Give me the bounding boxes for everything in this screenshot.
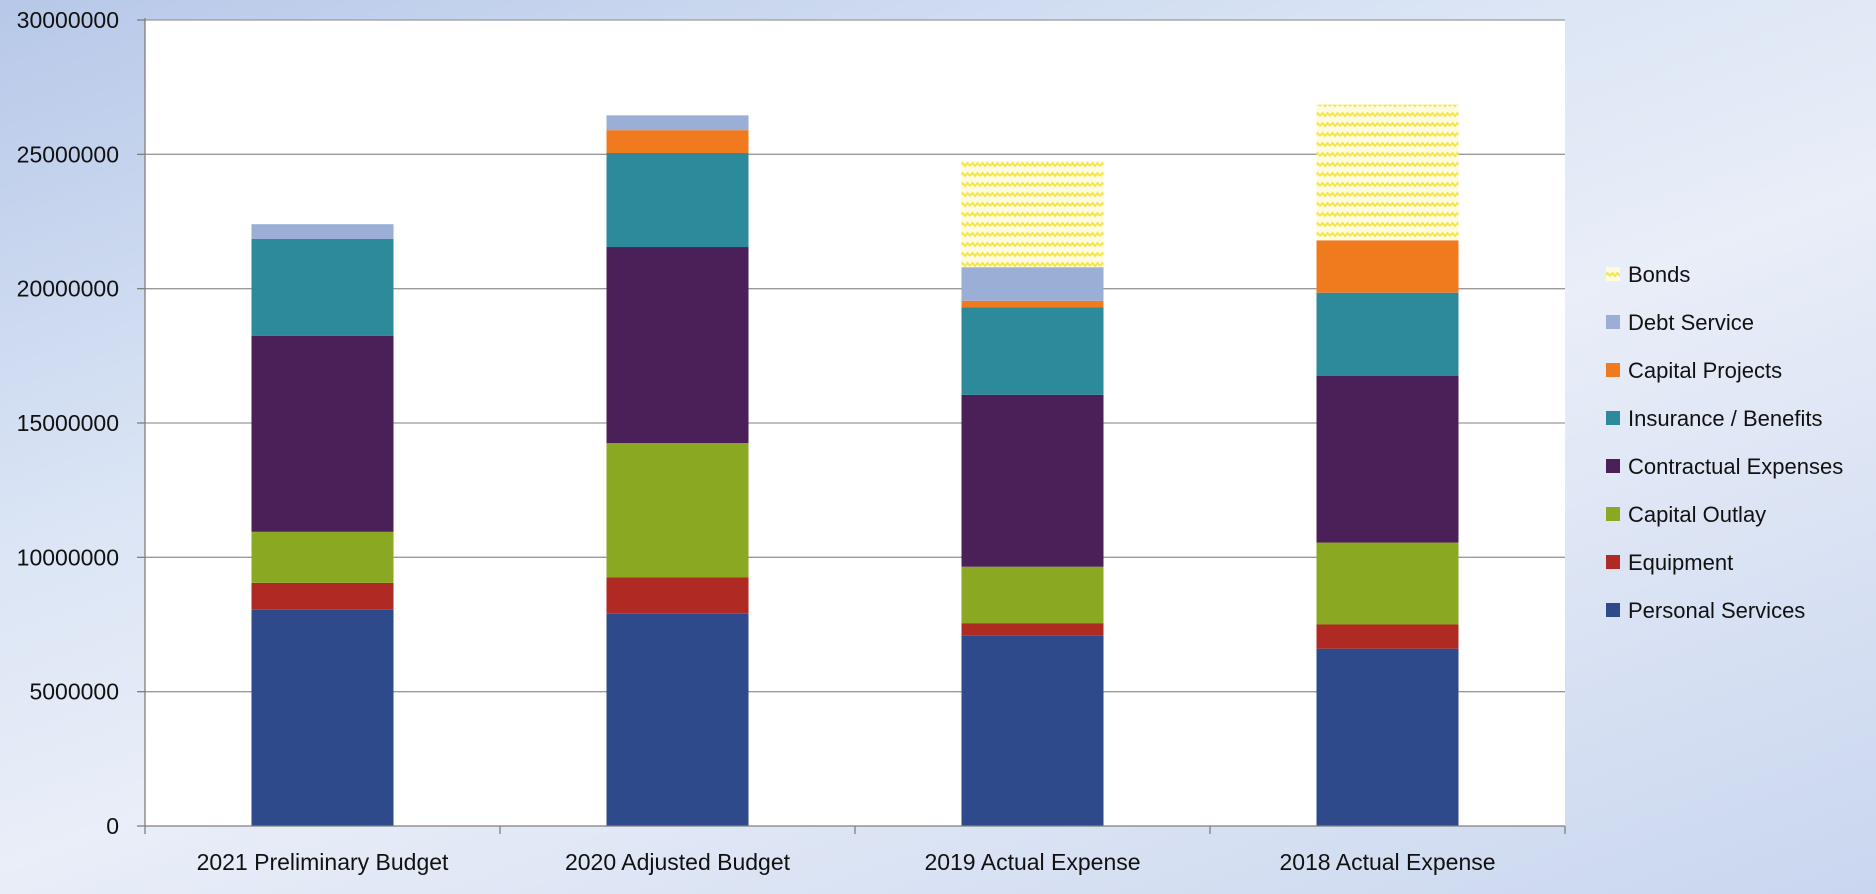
legend-label-bonds: Bonds: [1628, 262, 1690, 287]
bar-bonds-3: [961, 161, 1104, 268]
bar-bonds-4: [1316, 104, 1459, 241]
bar-contractual-expenses-4: [1316, 375, 1459, 543]
legend-swatch-bonds: [1606, 267, 1620, 281]
legend-label-insurance-benefits: Insurance / Benefits: [1628, 406, 1822, 431]
bar-equipment-4: [1316, 624, 1459, 649]
y-tick-label: 10000000: [17, 544, 119, 570]
bar-personal-services-2: [606, 613, 749, 826]
y-tick-label: 5000000: [29, 679, 119, 705]
bar-capital-projects-4: [1316, 240, 1459, 293]
x-tick-label: 2019 Actual Expense: [924, 849, 1140, 875]
y-tick-label: 20000000: [17, 276, 119, 302]
legend-swatch-equipment: [1606, 555, 1620, 569]
legend-swatch-debt-service: [1606, 315, 1620, 329]
legend-swatch-insurance-benefits: [1606, 411, 1620, 425]
bar-equipment-3: [961, 623, 1104, 636]
bar-insurance-benefits-3: [961, 307, 1104, 395]
legend-label-personal-services: Personal Services: [1628, 598, 1805, 623]
x-tick-label: 2021 Preliminary Budget: [197, 849, 449, 875]
bar-debt-service-2: [606, 115, 749, 131]
bar-personal-services-3: [961, 635, 1104, 826]
bars: [251, 104, 1459, 826]
bar-contractual-expenses-2: [606, 247, 749, 444]
bar-personal-services-4: [1316, 648, 1459, 826]
bar-contractual-expenses-1: [251, 335, 394, 532]
bar-equipment-2: [606, 577, 749, 614]
legend-label-debt-service: Debt Service: [1628, 310, 1754, 335]
legend-label-contractual-expenses: Contractual Expenses: [1628, 454, 1843, 479]
y-tick-label: 25000000: [17, 141, 119, 167]
bar-personal-services-1: [251, 609, 394, 826]
x-tick-label: 2018 Actual Expense: [1279, 849, 1495, 875]
legend-label-capital-projects: Capital Projects: [1628, 358, 1782, 383]
bar-capital-outlay-2: [606, 443, 749, 578]
axes: 0 5000000 10000000 15000000 20000000 25000000…: [17, 7, 1566, 875]
legend-swatch-capital-outlay: [1606, 507, 1620, 521]
x-tick-label: 2020 Adjusted Budget: [565, 849, 791, 875]
bar-debt-service-1: [251, 224, 394, 239]
legend-swatch-capital-projects: [1606, 363, 1620, 377]
legend-swatch-contractual-expenses: [1606, 459, 1620, 473]
bar-capital-outlay-1: [251, 531, 394, 583]
bar-insurance-benefits-4: [1316, 292, 1459, 376]
y-tick-label: 0: [106, 813, 119, 839]
bar-equipment-1: [251, 582, 394, 610]
bar-contractual-expenses-3: [961, 394, 1104, 567]
bar-capital-outlay-4: [1316, 542, 1459, 625]
bar-capital-projects-2: [606, 130, 749, 153]
legend-label-capital-outlay: Capital Outlay: [1628, 502, 1766, 527]
bar-capital-projects-3: [961, 300, 1104, 308]
legend: Bonds Debt Service Capital Projects Insuran…: [1606, 262, 1843, 623]
bar-debt-service-3: [961, 267, 1104, 301]
bar-capital-outlay-3: [961, 566, 1104, 624]
legend-label-equipment: Equipment: [1628, 550, 1733, 575]
legend-swatch-personal-services: [1606, 603, 1620, 617]
bar-insurance-benefits-1: [251, 238, 394, 336]
y-tick-label: 15000000: [17, 410, 119, 436]
y-tick-label: 30000000: [17, 7, 119, 33]
bar-insurance-benefits-2: [606, 152, 749, 248]
